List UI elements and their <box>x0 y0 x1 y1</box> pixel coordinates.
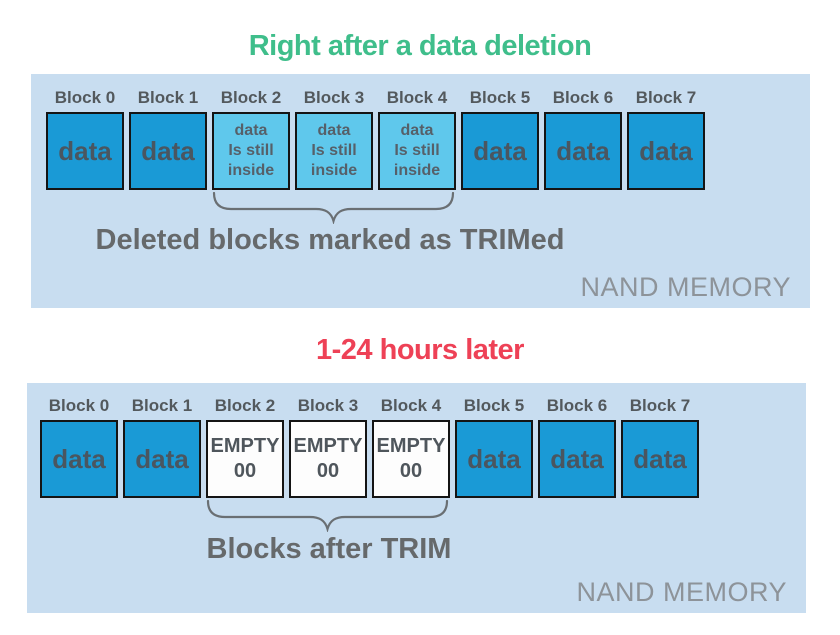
block-text-line: data <box>400 122 434 139</box>
block-column-6: Block 6 data <box>538 395 616 498</box>
block-column-4: Block 4 EMPTY 00 <box>372 395 450 498</box>
block-row-top: Block 0 data Block 1 data Block 2 data I… <box>46 87 705 190</box>
block-text-line: 00 <box>316 460 340 482</box>
section-title-after-deletion: Right after a data deletion <box>248 30 592 62</box>
block-label: Block 1 <box>131 396 193 415</box>
block-label: Block 7 <box>635 88 697 107</box>
block-text: data <box>135 443 189 474</box>
block-text: data <box>556 135 610 166</box>
empty-block: EMPTY 00 <box>289 420 367 498</box>
block-text-line: EMPTY <box>293 435 363 457</box>
block-text: data Is still inside <box>394 121 440 181</box>
block-column-0: Block 0 data <box>40 395 118 498</box>
block-column-1: Block 1 data <box>129 87 207 190</box>
block-label: Block 4 <box>380 396 442 415</box>
block-column-5: Block 5 data <box>455 395 533 498</box>
data-block: data <box>627 112 705 190</box>
section-title-hours-later: 1-24 hours later <box>316 334 524 366</box>
block-text: data Is still inside <box>311 121 357 181</box>
data-block: data <box>129 112 207 190</box>
block-text-line: Is still <box>228 142 274 159</box>
block-text-line: 00 <box>233 460 257 482</box>
block-column-0: Block 0 data <box>46 87 124 190</box>
block-text: data <box>550 443 604 474</box>
block-text-line: inside <box>310 162 358 179</box>
block-label: Block 6 <box>552 88 614 107</box>
block-label: Block 3 <box>297 396 359 415</box>
brace-caption: Blocks after TRIM <box>206 533 452 565</box>
block-text: data <box>473 135 527 166</box>
block-label: Block 7 <box>629 396 691 415</box>
nand-memory-watermark: NAND MEMORY <box>580 272 791 302</box>
trimmed-block: data Is still inside <box>378 112 456 190</box>
block-text-line: data <box>317 122 351 139</box>
block-label: Block 5 <box>469 88 531 107</box>
block-label: Block 2 <box>220 88 282 107</box>
block-text: data <box>58 135 112 166</box>
block-label: Block 1 <box>137 88 199 107</box>
block-text: EMPTY 00 <box>294 434 363 484</box>
data-block: data <box>123 420 201 498</box>
block-text-line: inside <box>393 162 441 179</box>
block-text-line: data <box>234 122 268 139</box>
nand-memory-panel-top: Block 0 data Block 1 data Block 2 data I… <box>31 74 810 308</box>
block-column-6: Block 6 data <box>544 87 622 190</box>
block-text-line: 00 <box>399 460 423 482</box>
block-label: Block 2 <box>214 396 276 415</box>
block-text: data <box>633 443 687 474</box>
block-label: Block 6 <box>546 396 608 415</box>
data-block: data <box>40 420 118 498</box>
block-column-4: Block 4 data Is still inside <box>378 87 456 190</box>
data-block: data <box>46 112 124 190</box>
block-column-7: Block 7 data <box>627 87 705 190</box>
data-block: data <box>538 420 616 498</box>
block-column-7: Block 7 data <box>621 395 699 498</box>
brace-bracket <box>212 191 455 229</box>
block-text: data Is still inside <box>228 121 274 181</box>
empty-block: EMPTY 00 <box>206 420 284 498</box>
trimmed-block: data Is still inside <box>212 112 290 190</box>
block-text: data <box>52 443 106 474</box>
block-label: Block 0 <box>54 88 116 107</box>
block-text: EMPTY 00 <box>377 434 446 484</box>
block-text-line: inside <box>227 162 275 179</box>
data-block: data <box>621 420 699 498</box>
empty-block: EMPTY 00 <box>372 420 450 498</box>
brace-caption: Deleted blocks marked as TRIMed <box>95 224 565 256</box>
nand-memory-panel-bottom: Block 0 data Block 1 data Block 2 EMPTY … <box>27 383 806 613</box>
nand-memory-watermark: NAND MEMORY <box>576 577 787 607</box>
block-text: data <box>639 135 693 166</box>
block-label: Block 4 <box>386 88 448 107</box>
brace-bracket <box>206 499 449 537</box>
block-column-2: Block 2 EMPTY 00 <box>206 395 284 498</box>
data-block: data <box>544 112 622 190</box>
block-column-2: Block 2 data Is still inside <box>212 87 290 190</box>
block-text: data <box>467 443 521 474</box>
data-block: data <box>461 112 539 190</box>
block-label: Block 5 <box>463 396 525 415</box>
block-text: EMPTY 00 <box>211 434 280 484</box>
block-column-1: Block 1 data <box>123 395 201 498</box>
block-label: Block 0 <box>48 396 110 415</box>
block-text-line: Is still <box>394 142 440 159</box>
block-row-bottom: Block 0 data Block 1 data Block 2 EMPTY … <box>40 395 699 498</box>
block-text-line: EMPTY <box>376 435 446 457</box>
block-text: data <box>141 135 195 166</box>
block-text-line: Is still <box>311 142 357 159</box>
block-column-5: Block 5 data <box>461 87 539 190</box>
block-column-3: Block 3 data Is still inside <box>295 87 373 190</box>
data-block: data <box>455 420 533 498</box>
block-column-3: Block 3 EMPTY 00 <box>289 395 367 498</box>
block-text-line: EMPTY <box>210 435 280 457</box>
block-label: Block 3 <box>303 88 365 107</box>
trimmed-block: data Is still inside <box>295 112 373 190</box>
